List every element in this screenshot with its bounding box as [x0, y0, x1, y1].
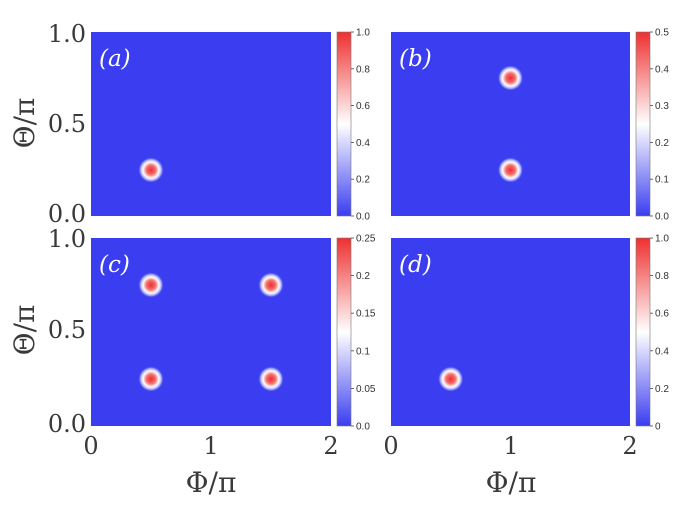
- colorbar-tick-label: 0.6: [356, 101, 370, 112]
- ytick-label: 0.0: [48, 410, 86, 438]
- colorbar-tick-label: 0.2: [356, 271, 370, 282]
- colorbar-tick-label: 0.2: [655, 138, 669, 149]
- heatmap-background: [91, 238, 331, 426]
- colorbar-tick-label: 0.0: [356, 212, 370, 223]
- xtick-label: 0: [83, 432, 98, 460]
- xtick-label: 2: [323, 432, 338, 460]
- colorbar-tick-label: 0: [655, 422, 661, 433]
- colorbar-tick-label: 0.8: [655, 271, 669, 282]
- y-axis-title: Θ/π: [8, 305, 41, 356]
- ytick-label: 0.5: [48, 316, 86, 344]
- panel-label: (a): [99, 46, 131, 72]
- colorbar-tick-label: 0.0: [356, 422, 370, 433]
- heatmap-panel: (d) 0 0.2 0.4 0.6 0.8 1.0: [391, 234, 669, 433]
- heatmap-peak: [497, 157, 524, 183]
- x-axis-title: Φ/π: [186, 466, 237, 499]
- heatmap-peak: [258, 366, 284, 392]
- heatmap-background: [91, 32, 331, 216]
- panels: (a) 0.0 0.2 0.4 0.6 0.8 1.0 (b) 0.0 0.1 0.2 0.3 0.4 0…: [91, 28, 669, 433]
- colorbar-tick-label: 0.4: [356, 138, 370, 149]
- colorbar-tick-label: 0.2: [655, 384, 669, 395]
- heatmap-peak: [138, 366, 164, 392]
- heatmap-panel: (c) 0.0 0.05 0.1 0.15 0.2 0.25: [91, 234, 376, 433]
- heatmap-background: [391, 238, 630, 426]
- colorbar-tick-label: 0.3: [655, 101, 669, 112]
- colorbar-tick-label: 0.5: [655, 28, 669, 39]
- colorbar-tick-label: 0.15: [356, 309, 376, 320]
- x-axis-title: Φ/π: [486, 466, 537, 499]
- ytick-label: 1.0: [48, 225, 86, 253]
- colorbar-tick-label: 0.1: [356, 346, 370, 357]
- colorbar: [336, 237, 352, 427]
- ytick-label: 0.0: [48, 200, 86, 228]
- colorbar-tick-label: 0.2: [356, 175, 370, 186]
- colorbar: [635, 31, 651, 217]
- heatmap-peak: [497, 65, 524, 91]
- colorbar-tick-label: 1.0: [655, 234, 669, 245]
- xtick-label: 1: [203, 432, 218, 460]
- colorbar-tick-label: 0.05: [356, 384, 376, 395]
- xtick-label: 0: [383, 432, 398, 460]
- panel-label: (d): [399, 252, 432, 278]
- colorbar-tick-label: 0.0: [655, 212, 669, 223]
- heatmap-peak: [258, 272, 284, 298]
- ytick-label: 0.5: [48, 110, 86, 138]
- heatmap-panel: (a) 0.0 0.2 0.4 0.6 0.8 1.0: [91, 28, 370, 223]
- y-axis-title: Θ/π: [8, 98, 41, 149]
- colorbar-tick-label: 0.6: [655, 309, 669, 320]
- colorbar: [336, 31, 352, 217]
- colorbar-tick-label: 0.1: [655, 175, 669, 186]
- colorbar-tick-label: 0.4: [655, 346, 669, 357]
- colorbar: [635, 237, 651, 427]
- heatmap-peak: [437, 366, 464, 392]
- heatmap-peak: [138, 272, 164, 298]
- panel-label: (c): [99, 252, 130, 278]
- colorbar-tick-label: 0.4: [655, 64, 669, 75]
- colorbar-tick-label: 0.8: [356, 64, 370, 75]
- heatmap-panel: (b) 0.0 0.1 0.2 0.3 0.4 0.5: [391, 28, 669, 223]
- heatmap-background: [391, 32, 630, 216]
- xtick-label: 1: [503, 432, 518, 460]
- colorbar-tick-label: 0.25: [356, 234, 376, 245]
- xtick-label: 2: [622, 432, 637, 460]
- heatmap-peak: [138, 157, 164, 183]
- panel-label: (b): [399, 46, 432, 72]
- ytick-label: 1.0: [48, 20, 86, 48]
- colorbar-tick-label: 1.0: [356, 28, 370, 39]
